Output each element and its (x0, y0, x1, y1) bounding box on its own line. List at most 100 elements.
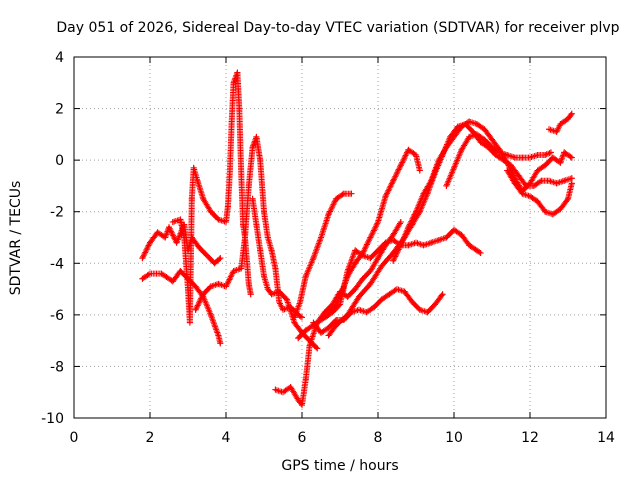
data-point (371, 304, 378, 311)
data-point (139, 255, 146, 262)
x-tick-label: 4 (222, 430, 231, 446)
data-point (207, 208, 214, 215)
data-point (257, 247, 264, 254)
data-point (352, 286, 359, 293)
data-point (177, 216, 184, 223)
data-point (217, 340, 224, 347)
data-point (276, 298, 283, 305)
data-point (561, 118, 568, 125)
data-point (291, 314, 298, 321)
data-point (565, 195, 571, 202)
data-point (443, 234, 450, 241)
data-point (547, 149, 554, 156)
data-point (299, 314, 305, 321)
data-point (340, 190, 347, 197)
data-point (359, 252, 366, 259)
data-point (310, 255, 317, 262)
data-point (546, 177, 552, 184)
data-point (451, 226, 457, 233)
data-point (413, 208, 419, 215)
x-tick-label: 12 (521, 430, 539, 446)
data-point (236, 105, 243, 112)
data-point (435, 237, 442, 244)
data-point (230, 79, 237, 86)
data-point (382, 239, 389, 246)
data-point (207, 283, 214, 290)
data-point (382, 193, 389, 200)
data-point (386, 291, 393, 298)
data-point (432, 301, 438, 308)
data-point (223, 283, 229, 290)
y-tick-label: 4 (55, 50, 64, 66)
data-point (375, 219, 381, 226)
series-track-b (139, 268, 224, 347)
data-point (413, 239, 419, 246)
data-point (451, 164, 457, 171)
data-point (247, 291, 254, 298)
data-point (356, 306, 362, 313)
data-point (534, 167, 541, 174)
data-point (568, 175, 575, 182)
data-point (439, 291, 446, 298)
data-point (557, 206, 564, 213)
data-point (185, 286, 191, 293)
plot-frame (73, 56, 607, 419)
data-point (568, 110, 575, 117)
data-point (344, 293, 351, 300)
data-point (139, 275, 146, 282)
data-point (489, 144, 495, 151)
data-point (458, 231, 465, 238)
series-track-i (310, 286, 446, 336)
data-point (169, 219, 176, 226)
data-point (261, 208, 267, 215)
data-point (344, 311, 351, 318)
data-point (223, 219, 229, 226)
data-point (207, 311, 214, 318)
data-point (458, 146, 465, 153)
data-point (154, 229, 161, 236)
data-point (333, 322, 340, 329)
data-point (397, 219, 404, 226)
data-point (253, 133, 260, 140)
data-point (428, 239, 435, 246)
data-point (527, 180, 533, 187)
data-point (249, 195, 256, 202)
data-point (390, 231, 397, 238)
data-point (264, 286, 271, 293)
data-point (295, 396, 302, 403)
data-point (561, 149, 568, 156)
data-point (549, 154, 556, 161)
data-point (394, 286, 400, 293)
data-point (264, 234, 271, 241)
data-point (272, 265, 279, 272)
data-point (435, 157, 442, 164)
data-point (466, 242, 473, 249)
data-point (542, 162, 549, 169)
data-point (325, 332, 332, 339)
data-point (245, 280, 252, 287)
data-point (451, 133, 457, 140)
data-point (147, 239, 153, 246)
data-point (261, 273, 267, 280)
data-point (515, 172, 522, 179)
data-point (504, 159, 511, 166)
data-point (217, 255, 224, 262)
data-point (553, 180, 560, 187)
data-point (245, 182, 252, 189)
data-point (378, 262, 385, 269)
x-tick-label: 14 (597, 430, 615, 446)
data-point (228, 118, 235, 125)
data-point (416, 167, 423, 174)
data-point (420, 190, 427, 197)
data-point (390, 237, 397, 244)
data-point (200, 291, 207, 298)
data-point (527, 154, 533, 161)
chart-title: Day 051 of 2026, Sidereal Day-to-day VTE… (56, 20, 619, 36)
data-point (147, 270, 153, 277)
data-point (318, 329, 324, 336)
x-tick-label: 10 (445, 430, 463, 446)
data-point (542, 151, 549, 158)
data-point (420, 242, 427, 249)
data-point (367, 268, 374, 275)
data-point (413, 151, 419, 158)
